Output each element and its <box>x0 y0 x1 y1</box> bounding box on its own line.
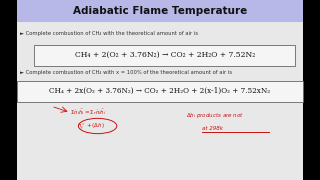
Text: $h^\circ_f + (\Delta h)$: $h^\circ_f + (\Delta h)$ <box>77 122 105 132</box>
FancyBboxPatch shape <box>17 81 303 102</box>
Text: CH₄ + 2(O₂ + 3.76N₂) → CO₂ + 2H₂O + 7.52N₂: CH₄ + 2(O₂ + 3.76N₂) → CO₂ + 2H₂O + 7.52… <box>75 51 255 59</box>
Text: CH₄ + 2x(O₂ + 3.76N₂) → CO₂ + 2H₂O + 2(x-1)O₂ + 7.52xN₂: CH₄ + 2x(O₂ + 3.76N₂) → CO₂ + 2H₂O + 2(x… <box>49 87 271 95</box>
FancyBboxPatch shape <box>17 0 303 180</box>
Text: $\Delta h_i$ products are not: $\Delta h_i$ products are not <box>186 111 244 120</box>
Text: $\Sigma \dot{n}_i \bar{h}_i = \Sigma_r \dot{n}_i \bar{h}_i$: $\Sigma \dot{n}_i \bar{h}_i = \Sigma_r \… <box>70 107 107 118</box>
Text: ► Complete combustion of CH₄ with x = 100% of the theoretical amount of air is: ► Complete combustion of CH₄ with x = 10… <box>20 70 232 75</box>
Text: at 298k: at 298k <box>202 126 222 131</box>
Text: ► Complete combustion of CH₄ with the theoretical amount of air is: ► Complete combustion of CH₄ with the th… <box>20 31 198 36</box>
Text: Adiabatic Flame Temperature: Adiabatic Flame Temperature <box>73 6 247 16</box>
FancyBboxPatch shape <box>17 0 303 22</box>
FancyBboxPatch shape <box>34 45 295 66</box>
